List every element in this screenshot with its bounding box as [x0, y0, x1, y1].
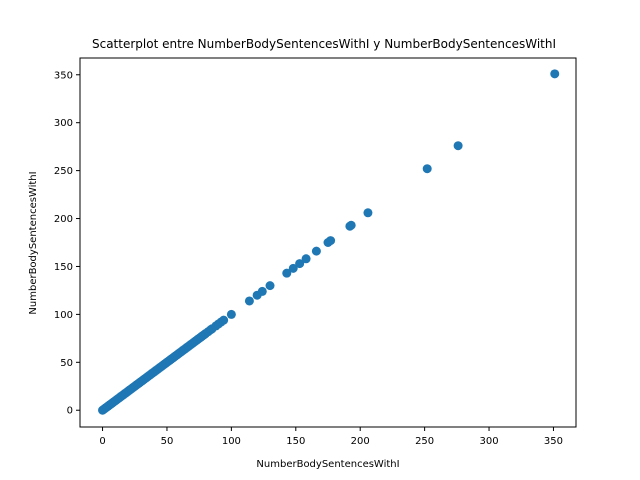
scatter-point — [311, 246, 321, 256]
x-tick-label: 300 — [479, 436, 498, 447]
x-axis-ticks: 0 50 100 150 200 250 300 350 — [99, 427, 563, 447]
y-tick-label: 0 — [67, 406, 73, 417]
scatter-point — [326, 236, 336, 246]
y-axis-label: NumberBodySentencesWithI — [28, 171, 39, 314]
scatter-point — [363, 208, 373, 218]
scatter-point — [219, 315, 229, 325]
scatter-point — [257, 286, 267, 296]
x-axis-label: NumberBodySentencesWithI — [256, 459, 399, 470]
x-tick-label: 150 — [286, 436, 305, 447]
scatter-point — [226, 309, 236, 319]
scatter-point — [422, 164, 432, 174]
x-tick-label: 200 — [351, 436, 370, 447]
points-layer — [98, 69, 560, 415]
x-tick-label: 250 — [415, 436, 434, 447]
y-axis-ticks: 0 50 100 150 200 250 300 350 — [54, 70, 80, 417]
y-tick-label: 300 — [54, 118, 73, 129]
scatter-point — [244, 296, 254, 306]
y-tick-label: 150 — [54, 262, 73, 273]
scatter-point — [301, 254, 311, 264]
y-tick-label: 100 — [54, 310, 73, 321]
x-tick-label: 50 — [161, 436, 174, 447]
x-tick-label: 100 — [222, 436, 241, 447]
scatter-point — [288, 263, 298, 273]
y-tick-label: 250 — [54, 166, 73, 177]
scatter-point — [295, 259, 305, 269]
scatter-point — [346, 220, 356, 230]
x-tick-label: 0 — [99, 436, 105, 447]
y-tick-label: 350 — [54, 70, 73, 81]
chart-title: Scatterplot entre NumberBodySentencesWit… — [92, 37, 556, 51]
scatter-point — [282, 268, 292, 278]
scatter-point — [265, 281, 275, 291]
y-tick-label: 50 — [60, 358, 73, 369]
x-tick-label: 350 — [544, 436, 563, 447]
y-tick-label: 200 — [54, 214, 73, 225]
scatter-point — [550, 69, 560, 79]
scatter-point — [453, 141, 463, 151]
plot-frame — [79, 57, 577, 428]
